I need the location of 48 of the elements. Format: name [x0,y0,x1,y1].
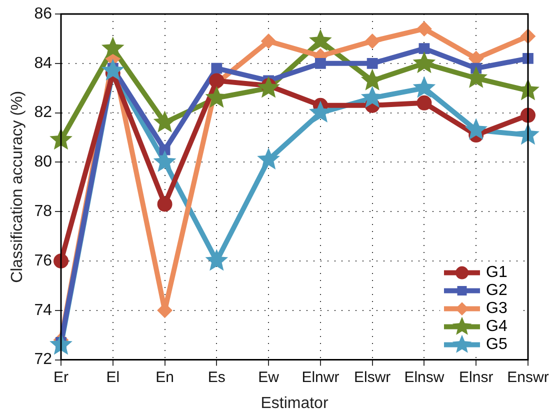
y-tick-label: 74 [34,302,52,319]
point [364,34,380,49]
point [53,254,68,268]
point [412,76,436,98]
x-tick-label: Elnsw [404,368,444,386]
point [416,95,432,110]
y-tick-label: 86 [34,5,52,22]
x-tick-label: El [106,368,120,386]
x-axis-title: Estimator [260,394,329,412]
y-tick-label: 78 [34,203,52,220]
x-tick-label: Es [208,368,226,386]
legend-label: G3 [486,300,508,318]
legend-label: G1 [486,264,508,282]
point [416,21,432,36]
x-tick-label: Enswr [507,368,549,386]
y-tick-label: 72 [34,351,52,368]
x-tick-label: Elnwr [302,368,340,386]
legend-label: G5 [486,336,508,354]
point [50,332,72,355]
point [261,34,276,49]
point [157,196,172,212]
legend-label: G2 [486,282,508,300]
y-axis-title: Classification accuracy (%) [9,90,26,283]
point [101,58,124,81]
x-tick-label: Ew [258,368,280,386]
point [211,62,222,74]
point [209,73,224,88]
point [257,148,280,170]
x-tick-label: Elswr [354,368,391,386]
point [412,51,436,74]
point [366,58,378,69]
point [464,118,488,140]
x-tick-label: En [156,368,174,386]
y-tick-label: 80 [34,154,52,171]
x-tick-label: Elnsr [459,368,494,386]
point [205,249,228,271]
y-tick-label: 84 [34,54,52,72]
point [309,29,332,51]
point [314,58,326,69]
y-tick-label: 76 [34,252,52,270]
legend-label: G4 [486,318,508,336]
x-tick-label: Er [53,368,68,386]
y-tick-label: 82 [34,104,52,122]
point [101,36,124,58]
point [153,110,176,132]
point [418,43,430,54]
point [153,150,176,172]
point [257,76,280,98]
